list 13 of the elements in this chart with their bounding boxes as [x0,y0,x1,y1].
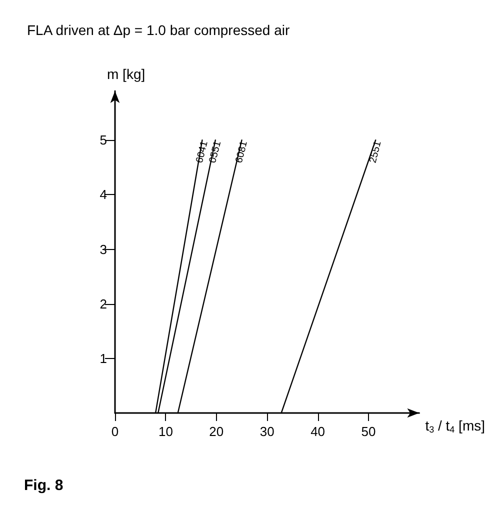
caption: Fig. 8 [24,477,64,494]
x-tick-label: 20 [209,424,224,439]
x-tick-label: 30 [260,424,274,439]
y-tick-label: 4 [100,187,107,202]
y-tick-label: 1 [100,350,107,366]
chart-title: FLA driven at Δp = 1.0 bar compressed air [27,22,290,38]
x-tick-label: 40 [310,424,326,439]
x-tick-label: 0 [111,424,119,439]
y-tick-label: 2 [100,296,107,312]
x-tick-label: 10 [158,424,173,439]
y-tick-label: 3 [100,242,107,257]
x-tick-label: 50 [361,424,376,439]
y-axis-title: m [kg] [107,66,146,82]
